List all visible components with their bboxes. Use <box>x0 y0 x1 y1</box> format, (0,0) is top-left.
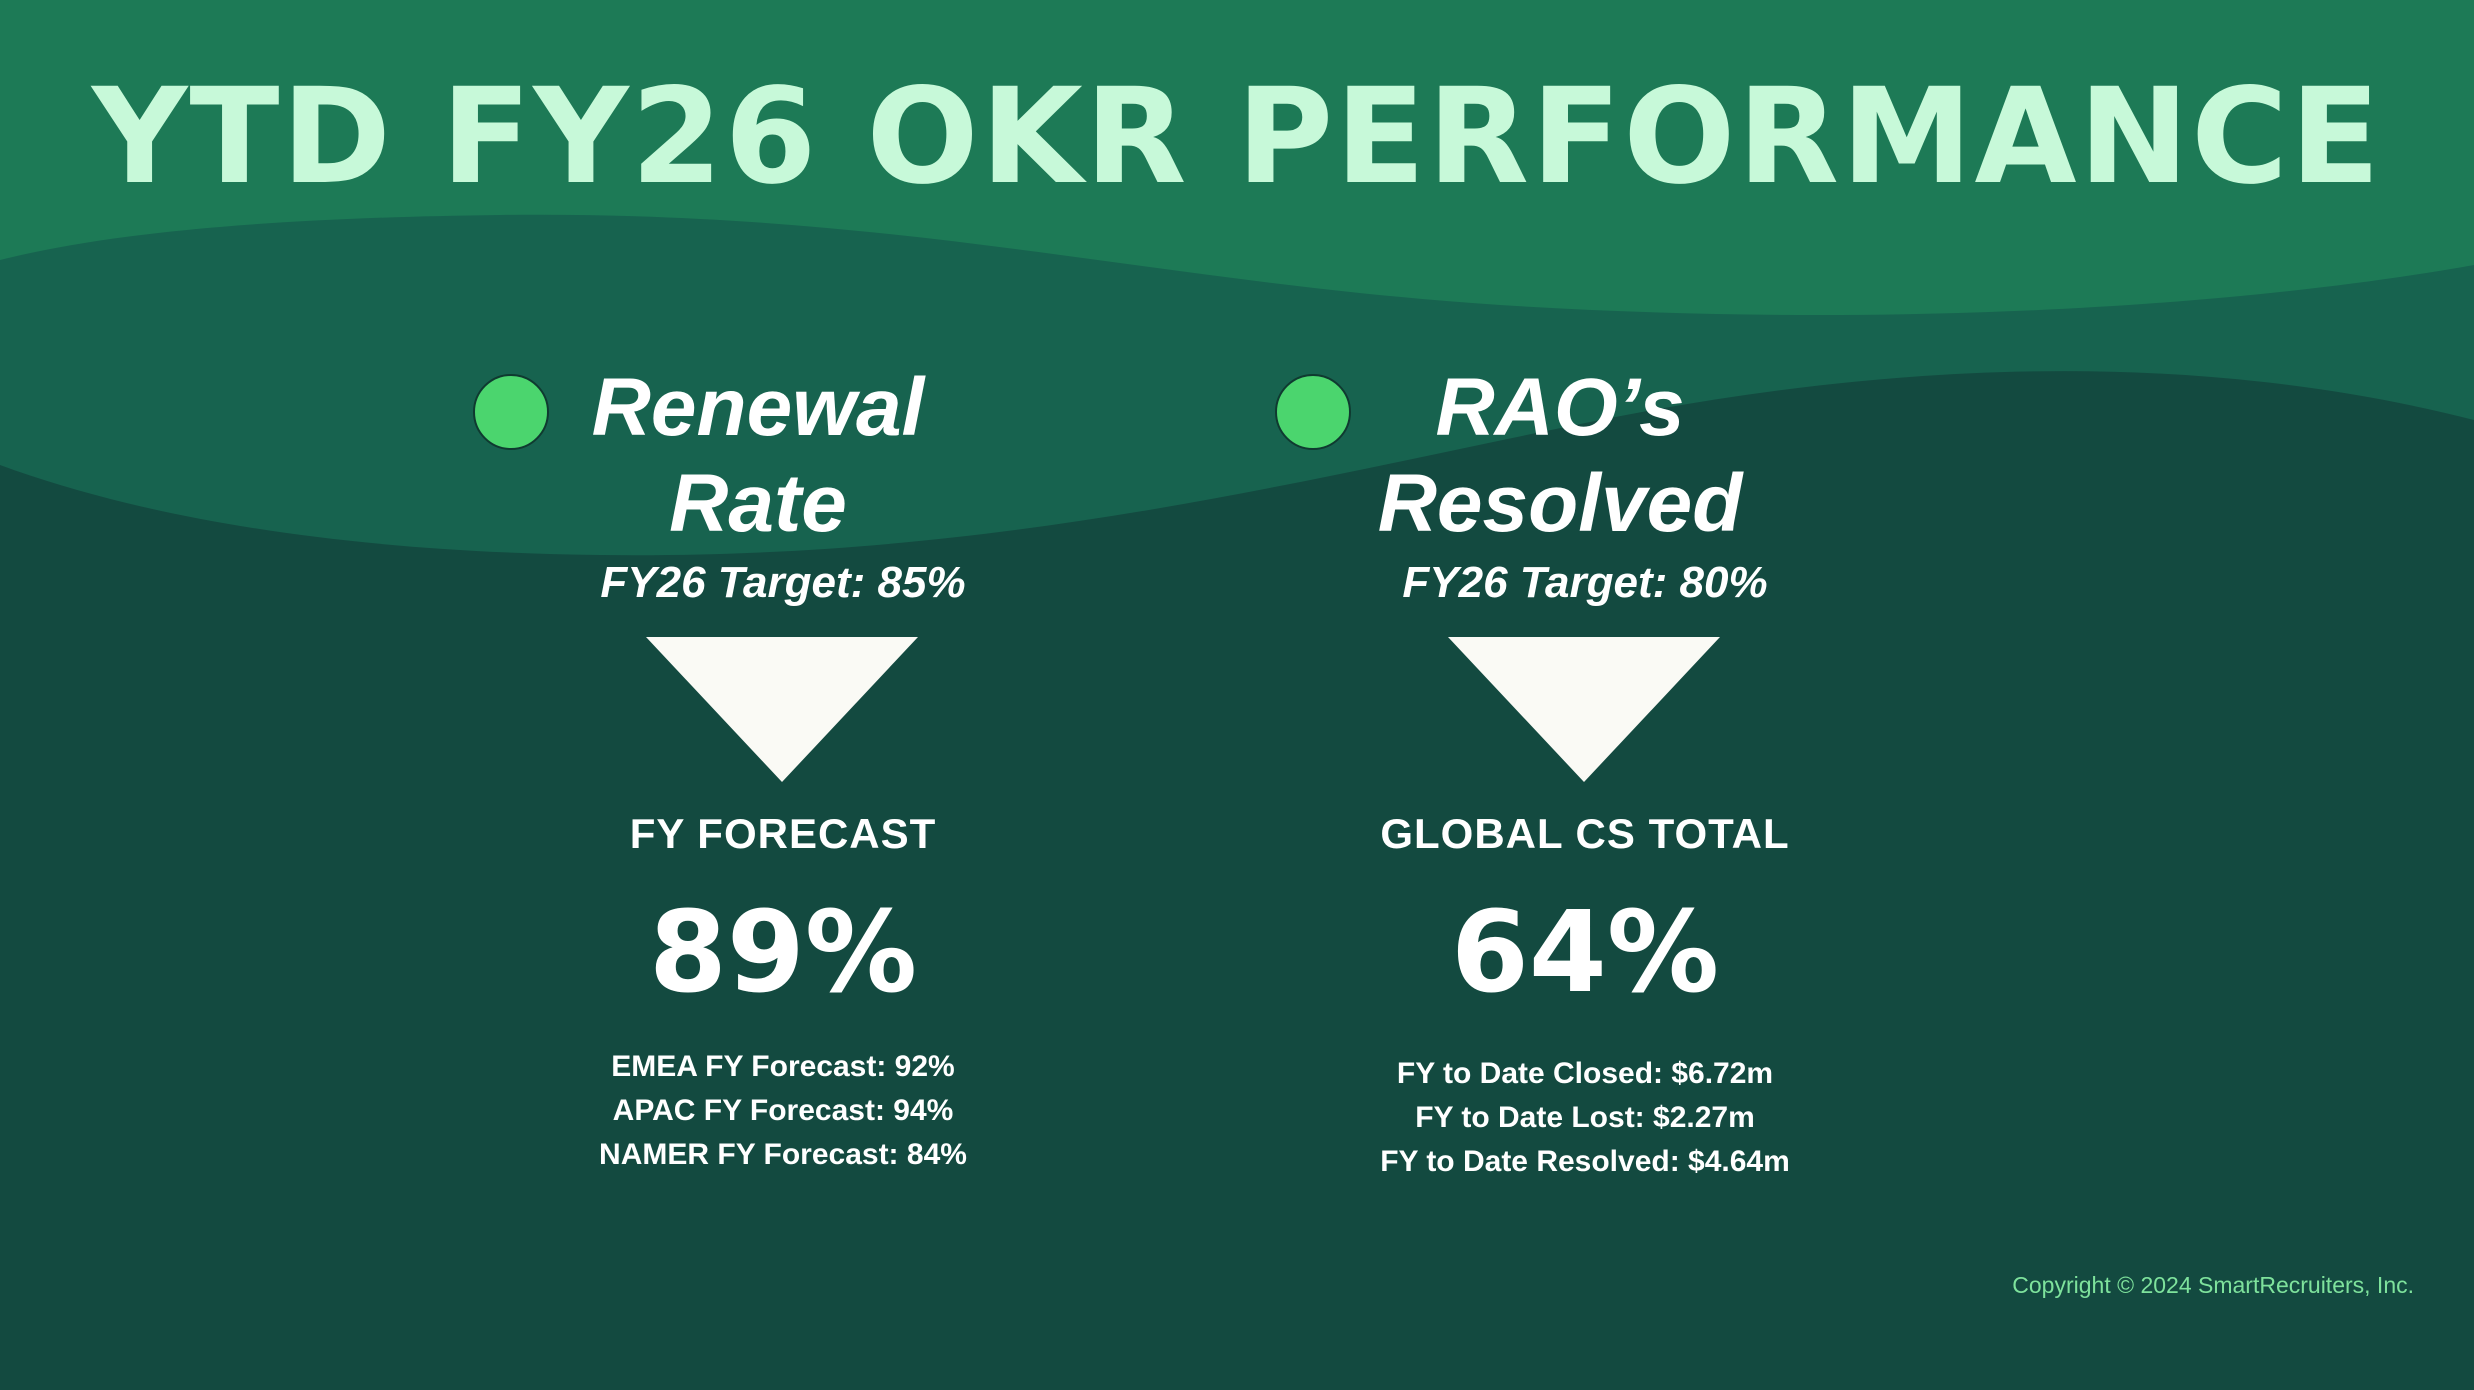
okr-name: Renewal Rate <box>591 362 925 549</box>
status-dot-icon <box>473 374 549 450</box>
status-dot-icon <box>1275 374 1351 450</box>
detail-line: FY to Date Lost: $2.27m <box>1415 1101 1755 1134</box>
detail-line: EMEA FY Forecast: 92% <box>611 1050 955 1083</box>
okr-card-raos-resolved: RAO’s Resolved FY26 Target: 80% GLOBAL C… <box>1275 360 1895 1260</box>
metric-value: 89% <box>648 888 918 1018</box>
copyright-notice: Copyright © 2024 SmartRecruiters, Inc. <box>2012 1272 2414 1298</box>
detail-line: APAC FY Forecast: 94% <box>612 1094 954 1127</box>
metric-details: EMEA FY Forecast: 92% APAC FY Forecast: … <box>473 1045 1093 1177</box>
okr-target: FY26 Target: 80% <box>1402 558 1768 607</box>
metric-label: GLOBAL CS TOTAL <box>1380 810 1790 857</box>
metric-details: FY to Date Closed: $6.72m FY to Date Los… <box>1275 1052 1895 1184</box>
detail-line: FY to Date Resolved: $4.64m <box>1380 1145 1790 1178</box>
metric-value: 64% <box>1450 888 1720 1018</box>
page-title: YTD FY26 OKR PERFORMANCE <box>91 60 2383 214</box>
detail-line: NAMER FY Forecast: 84% <box>599 1138 967 1171</box>
okr-target: FY26 Target: 85% <box>600 558 966 607</box>
okr-name: RAO’s Resolved <box>1377 362 1743 549</box>
detail-line: FY to Date Closed: $6.72m <box>1396 1057 1774 1090</box>
background-band-top <box>0 0 2474 316</box>
triangle-down-icon <box>1448 637 1720 782</box>
triangle-down-icon <box>646 637 918 782</box>
okr-card-renewal-rate: Renewal Rate FY26 Target: 85% FY FORECAS… <box>473 360 1093 1260</box>
metric-label: FY FORECAST <box>629 810 937 857</box>
